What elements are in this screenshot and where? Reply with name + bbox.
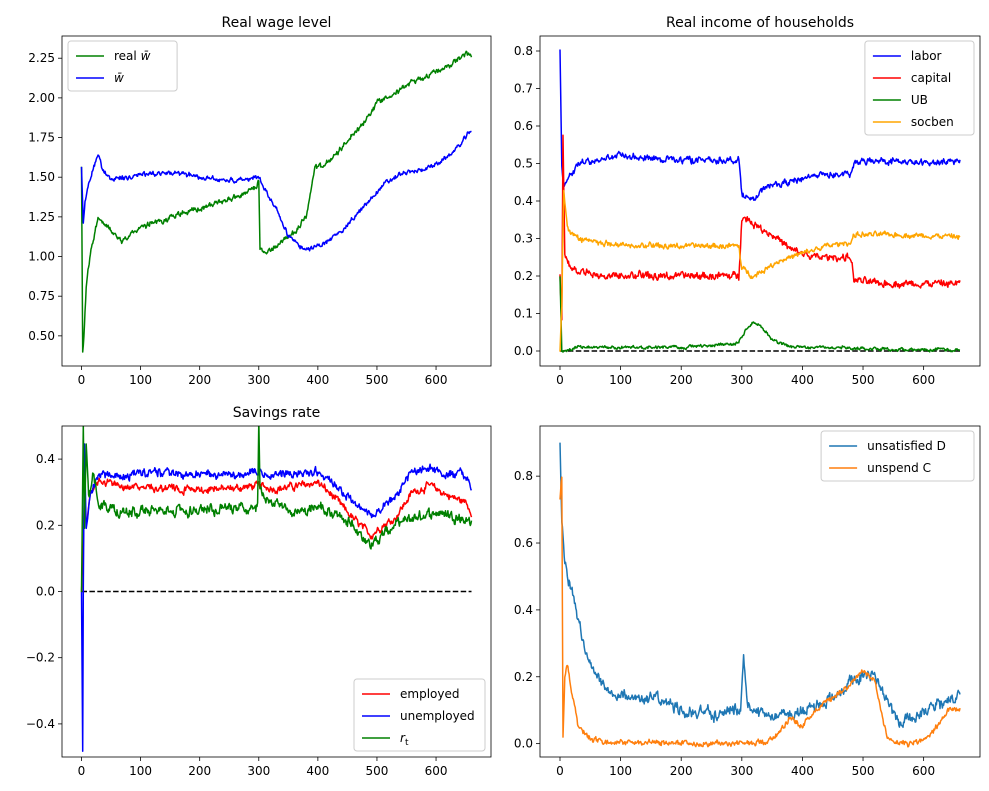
- y-tick-label: 0.4: [36, 452, 55, 466]
- series-line-capital: [559, 134, 961, 321]
- y-tick-label: 0.8: [514, 44, 533, 58]
- x-tick-label: 100: [129, 764, 152, 778]
- x-tick-label: 200: [670, 764, 693, 778]
- x-tick-label: 400: [791, 373, 814, 387]
- y-tick-label: 2.00: [28, 91, 55, 105]
- x-tick-label: 600: [425, 373, 448, 387]
- series-line-real-w-: [80, 50, 473, 353]
- legend-label: rt: [400, 731, 409, 748]
- x-tick-label: 0: [78, 373, 86, 387]
- x-tick-label: 500: [852, 764, 875, 778]
- series-line-ub: [559, 276, 961, 353]
- y-tick-label: 0.50: [28, 329, 55, 343]
- legend-label: employed: [400, 687, 459, 701]
- y-tick-label: 0.3: [514, 232, 533, 246]
- subplot-title: Real wage level: [222, 15, 332, 31]
- x-tick-label: 100: [129, 373, 152, 387]
- legend-label: capital: [911, 71, 951, 85]
- x-tick-label: 0: [556, 373, 564, 387]
- legend: labor capital UB socben: [864, 40, 975, 136]
- x-tick-label: 300: [247, 373, 270, 387]
- x-tick-label: 0: [78, 764, 86, 778]
- legend-label: unspend C: [867, 461, 931, 475]
- legend-box: [353, 678, 486, 752]
- y-tick-label: 1.00: [28, 250, 55, 264]
- y-tick-label: 0.0: [514, 737, 533, 751]
- series-line-unsatisfied-d: [559, 442, 961, 729]
- legend-label: w̄: [114, 71, 124, 85]
- subplot-4: 0 100 200 300 400 500 600 0.0 0.2 0.4 0.6 0.8 unsati…: [514, 425, 981, 778]
- x-tick-label: 200: [670, 373, 693, 387]
- x-tick-label: 200: [188, 373, 211, 387]
- legend-label: UB: [911, 93, 928, 107]
- x-tick-label: 500: [366, 764, 389, 778]
- x-tick-label: 400: [306, 764, 329, 778]
- y-tick-label: 1.75: [28, 131, 55, 145]
- x-tick-label: 100: [609, 764, 632, 778]
- axes-frame: [539, 425, 981, 758]
- y-tick-label: 0.6: [514, 536, 533, 550]
- x-tick-label: 600: [425, 764, 448, 778]
- y-tick-label: −0.4: [26, 717, 55, 731]
- series-line-employed: [80, 477, 473, 592]
- x-tick-label: 300: [730, 373, 753, 387]
- y-tick-label: −0.2: [26, 651, 55, 665]
- y-tick-label: 0.1: [514, 307, 533, 321]
- x-tick-label: 500: [366, 373, 389, 387]
- x-tick-label: 600: [912, 764, 935, 778]
- legend-label: unemployed: [400, 709, 475, 723]
- series-line-w-: [80, 130, 472, 252]
- legend: real w̄ w̄: [67, 40, 178, 92]
- series-line-socben: [559, 189, 961, 352]
- x-tick-label: 0: [556, 764, 564, 778]
- x-tick-label: 600: [912, 373, 935, 387]
- y-tick-label: 2.25: [28, 51, 55, 65]
- x-tick-label: 400: [791, 764, 814, 778]
- x-tick-label: 300: [730, 764, 753, 778]
- axes-frame: [61, 425, 492, 758]
- y-tick-label: 1.50: [28, 170, 55, 184]
- y-tick-label: 0.4: [514, 194, 533, 208]
- y-tick-label: 0.0: [514, 344, 533, 358]
- axes-frame: [539, 35, 981, 367]
- legend-label: real w̄: [114, 49, 151, 63]
- subplot-title: Real income of households: [666, 15, 854, 31]
- subplot-3: Savings rate 0 100 200 300 400 500 600 −0.4 −0.2 0…: [26, 405, 492, 778]
- y-tick-label: 0.4: [514, 603, 533, 617]
- series-line-r-t: [80, 426, 473, 593]
- series-line-labor: [559, 49, 961, 202]
- legend-label: labor: [911, 49, 942, 63]
- series-line-unemployed: [80, 443, 473, 753]
- series-line-unspend-c: [559, 476, 961, 748]
- x-tick-label: 100: [609, 373, 632, 387]
- y-tick-label: 0.5: [514, 157, 533, 171]
- y-tick-label: 0.0: [36, 585, 55, 599]
- y-tick-label: 0.8: [514, 469, 533, 483]
- axes-frame: [61, 35, 492, 367]
- y-tick-label: 0.6: [514, 119, 533, 133]
- legend: unsatisfied D unspend C: [820, 430, 975, 482]
- legend-label: unsatisfied D: [867, 439, 946, 453]
- subplot-2: Real income of households 0 100 200 300 400 50…: [514, 15, 981, 387]
- legend-box: [864, 40, 975, 136]
- x-tick-label: 300: [247, 764, 270, 778]
- y-tick-label: 0.2: [514, 269, 533, 283]
- legend: employed unemployed rt: [353, 678, 486, 752]
- y-tick-label: 0.2: [36, 518, 55, 532]
- legend-label: socben: [911, 115, 954, 129]
- x-tick-label: 500: [852, 373, 875, 387]
- subplot-title: Savings rate: [233, 405, 321, 421]
- x-tick-label: 400: [306, 373, 329, 387]
- y-tick-label: 0.2: [514, 670, 533, 684]
- x-tick-label: 200: [188, 764, 211, 778]
- y-tick-label: 1.25: [28, 210, 55, 224]
- y-tick-label: 0.75: [28, 289, 55, 303]
- legend-box: [820, 430, 975, 482]
- subplot-1: Real wage level 0 100 200 300 400 500 600 0.50 0.…: [28, 15, 492, 387]
- y-tick-label: 0.7: [514, 82, 533, 96]
